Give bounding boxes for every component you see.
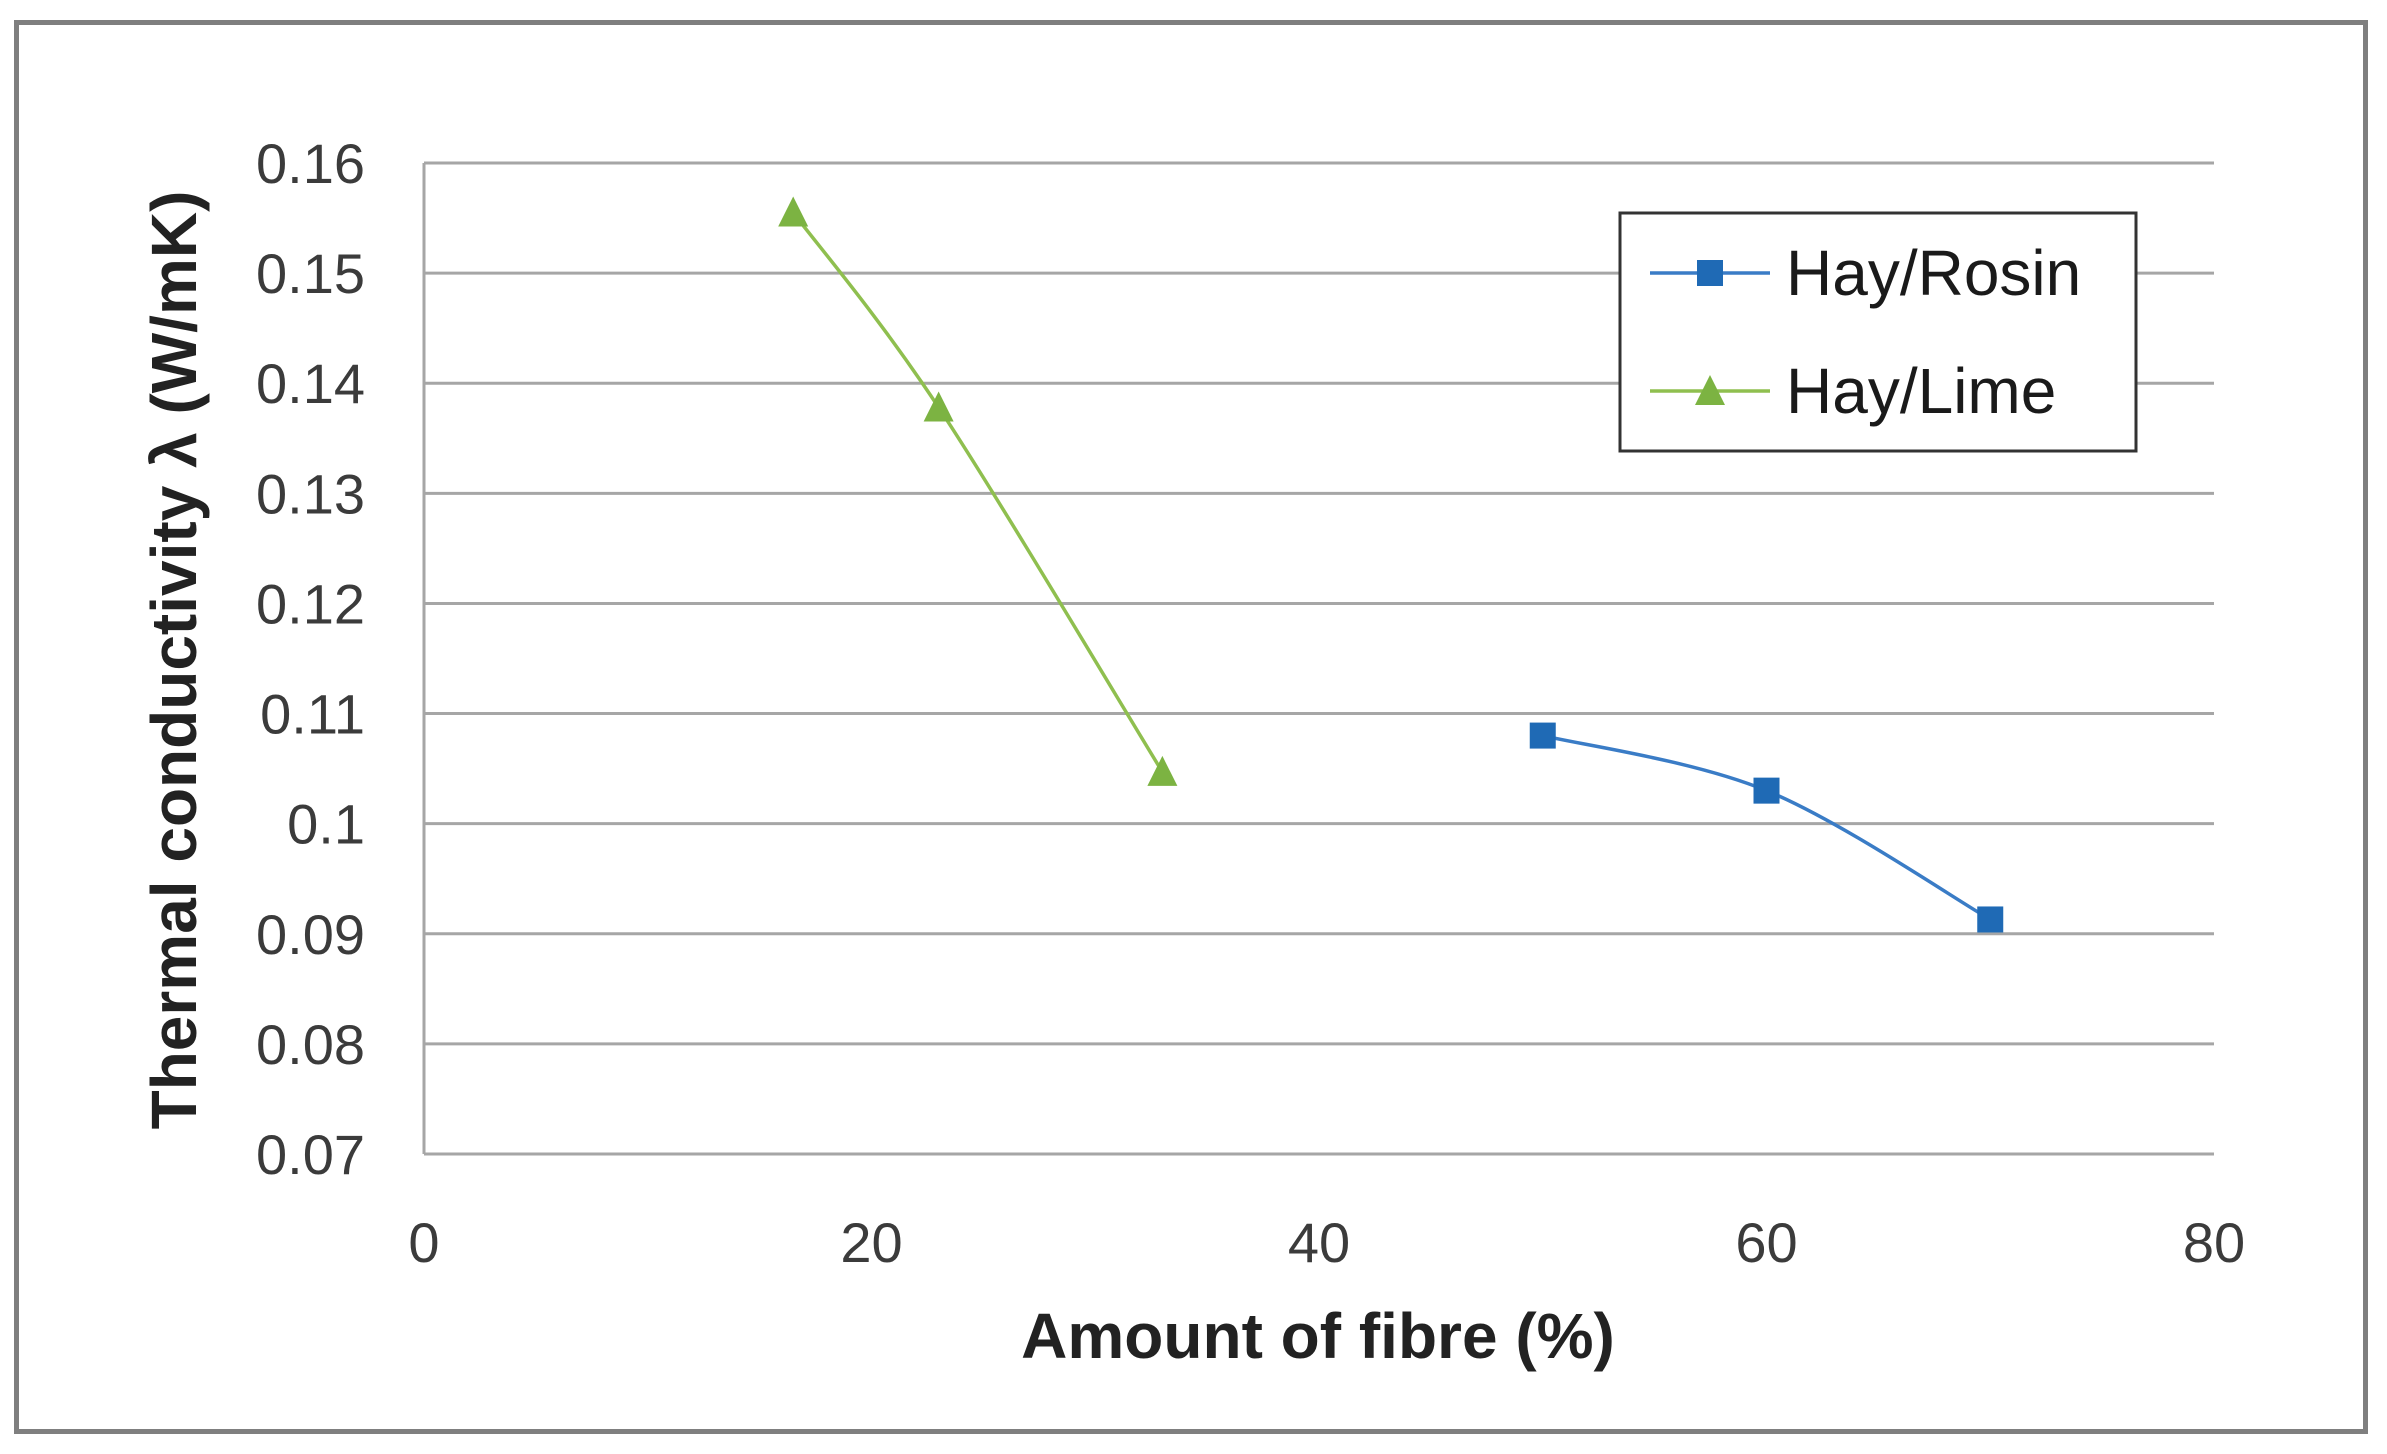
series-line-hay-rosin (1542, 733, 1992, 921)
y-tick-label: 0.11 (260, 683, 365, 746)
legend-marker-hay-rosin (1697, 260, 1723, 286)
legend-entries: Hay/Rosin Hay/Lime (1650, 237, 2081, 427)
series-line-hay-lime (791, 211, 1164, 773)
data-point-hay-rosin (1753, 777, 1780, 804)
x-tick-label: 40 (1288, 1211, 1350, 1274)
x-tick-label: 0 (408, 1211, 439, 1274)
x-tick-labels: 0 20 40 60 80 (408, 1211, 2245, 1274)
series (778, 196, 2004, 933)
series-hay-rosin (1529, 722, 2004, 933)
x-axis-title: Amount of fibre (%) (1021, 1300, 1615, 1372)
legend-label: Hay/Lime (1786, 355, 2056, 427)
y-tick-label: 0.13 (256, 462, 365, 525)
y-tick-label: 0.08 (256, 1013, 365, 1076)
y-tick-label: 0.14 (256, 352, 365, 415)
x-tick-label: 20 (840, 1211, 902, 1274)
y-tick-label: 0.1 (287, 793, 365, 856)
legend-box (1618, 211, 2138, 453)
y-tick-label: 0.15 (256, 242, 365, 305)
legend-item-hay-rosin: Hay/Rosin (1650, 237, 2081, 309)
data-point-hay-rosin (1529, 722, 1556, 749)
data-point-hay-rosin (1977, 906, 2004, 933)
y-tick-label: 0.07 (256, 1123, 365, 1186)
legend: Hay/Rosin Hay/Lime (1618, 211, 2138, 453)
x-tick-label: 60 (1735, 1211, 1797, 1274)
series-hay-lime (778, 196, 1178, 786)
y-tick-label: 0.16 (256, 132, 365, 195)
legend-marker-hay-lime (1695, 375, 1725, 405)
y-tick-label: 0.09 (256, 903, 365, 966)
data-point-hay-lime (1147, 755, 1178, 786)
data-point-hay-lime (778, 196, 809, 227)
y-tick-labels: 0.07 0.08 0.09 0.1 0.11 0.12 0.13 0.14 0.15 0.16 (256, 132, 365, 1186)
y-tick-label: 0.12 (256, 572, 365, 635)
legend-item-hay-lime: Hay/Lime (1650, 355, 2056, 427)
y-axis-title: Thermal conductivity λ (W/mK) (138, 191, 210, 1130)
x-tick-label: 80 (2183, 1211, 2245, 1274)
data-point-hay-lime (923, 391, 954, 422)
legend-label: Hay/Rosin (1786, 237, 2081, 309)
axes (422, 163, 2214, 1156)
